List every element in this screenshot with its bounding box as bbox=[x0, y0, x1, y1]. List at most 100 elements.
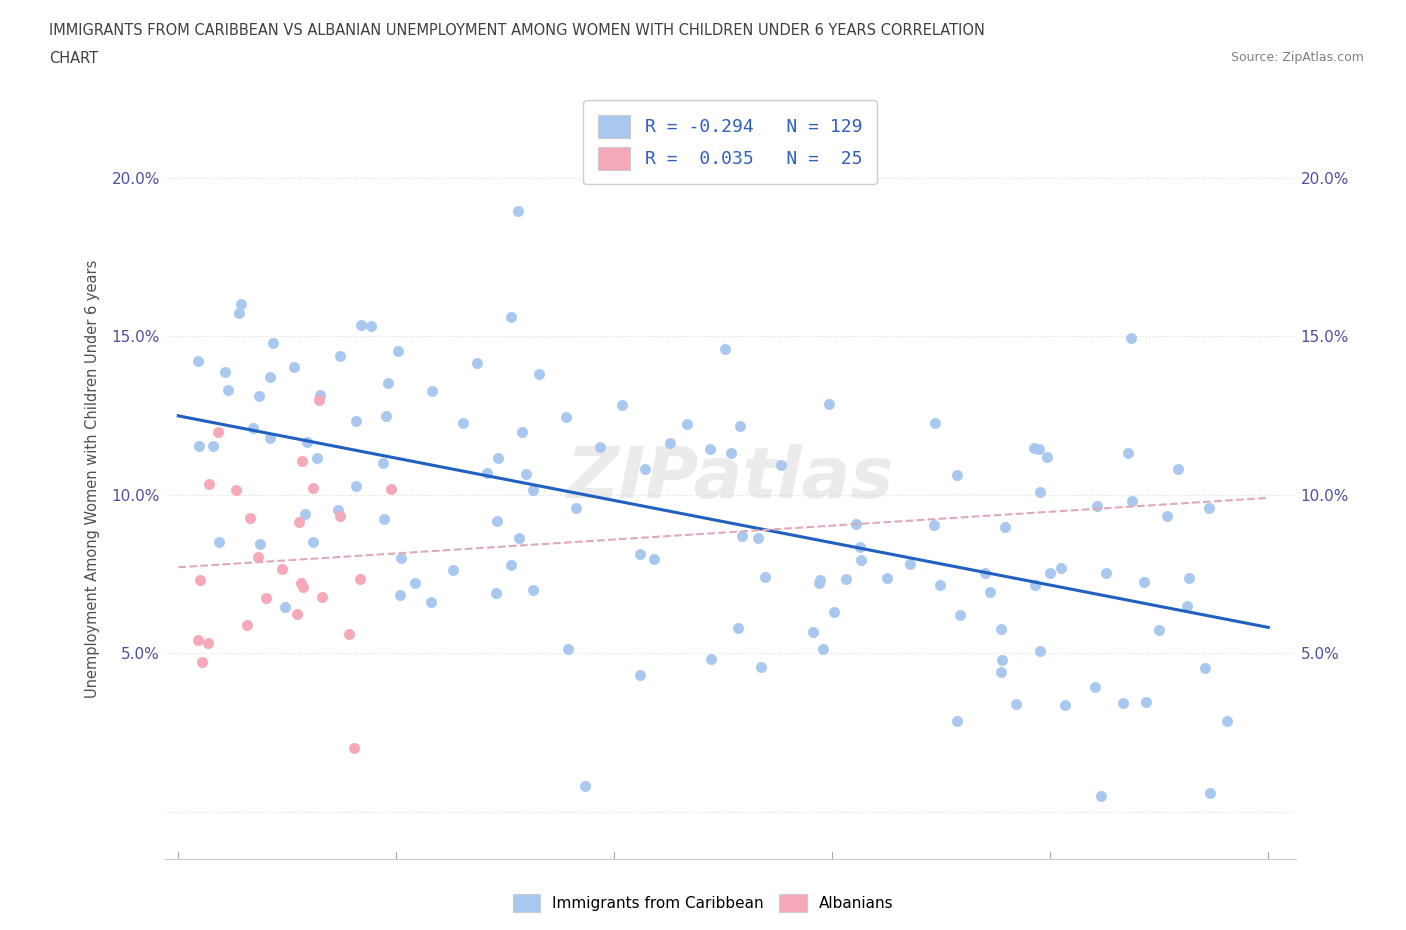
Point bbox=[1177, 598, 1199, 613]
Point bbox=[329, 509, 352, 524]
Point bbox=[589, 439, 612, 454]
Point bbox=[929, 578, 952, 592]
Point bbox=[291, 579, 314, 594]
Point bbox=[747, 531, 769, 546]
Point bbox=[714, 341, 737, 356]
Point bbox=[239, 511, 262, 525]
Point bbox=[808, 573, 831, 588]
Point bbox=[486, 513, 509, 528]
Point bbox=[443, 563, 465, 578]
Point bbox=[377, 376, 399, 391]
Point bbox=[328, 502, 350, 517]
Point bbox=[1156, 508, 1178, 523]
Point bbox=[823, 604, 845, 619]
Point bbox=[634, 462, 657, 477]
Point bbox=[350, 318, 373, 333]
Point bbox=[749, 659, 772, 674]
Point bbox=[1216, 713, 1239, 728]
Point bbox=[699, 442, 721, 457]
Text: IMMIGRANTS FROM CARIBBEAN VS ALBANIAN UNEMPLOYMENT AMONG WOMEN WITH CHILDREN UND: IMMIGRANTS FROM CARIBBEAN VS ALBANIAN UN… bbox=[49, 23, 986, 38]
Point bbox=[924, 416, 946, 431]
Point bbox=[294, 506, 316, 521]
Point bbox=[465, 355, 488, 370]
Point bbox=[198, 476, 221, 491]
Point bbox=[187, 353, 209, 368]
Point bbox=[922, 518, 945, 533]
Point bbox=[329, 349, 352, 364]
Point bbox=[287, 514, 309, 529]
Point bbox=[991, 653, 1014, 668]
Point bbox=[1118, 445, 1140, 460]
Point bbox=[1198, 785, 1220, 800]
Point bbox=[197, 635, 219, 650]
Legend: Immigrants from Caribbean, Albanians: Immigrants from Caribbean, Albanians bbox=[506, 888, 900, 918]
Point bbox=[287, 607, 309, 622]
Point bbox=[475, 466, 498, 481]
Point bbox=[659, 436, 682, 451]
Point bbox=[946, 713, 969, 728]
Point bbox=[246, 550, 269, 565]
Point bbox=[973, 565, 995, 580]
Point bbox=[188, 438, 211, 453]
Point bbox=[188, 573, 211, 588]
Point bbox=[811, 642, 834, 657]
Point bbox=[344, 479, 367, 494]
Point bbox=[187, 633, 209, 648]
Point bbox=[720, 446, 742, 461]
Point bbox=[214, 365, 236, 379]
Text: ZIPatlas: ZIPatlas bbox=[567, 445, 894, 513]
Point bbox=[311, 590, 333, 604]
Point bbox=[247, 388, 270, 403]
Point bbox=[380, 482, 402, 497]
Point bbox=[990, 665, 1012, 680]
Point bbox=[344, 414, 367, 429]
Point bbox=[360, 318, 382, 333]
Point bbox=[485, 586, 508, 601]
Point bbox=[1133, 575, 1156, 590]
Point bbox=[835, 572, 858, 587]
Point bbox=[225, 483, 247, 498]
Point bbox=[731, 528, 754, 543]
Point bbox=[1036, 449, 1059, 464]
Point bbox=[486, 451, 509, 466]
Point bbox=[290, 576, 312, 591]
Point bbox=[307, 450, 329, 465]
Point bbox=[818, 397, 841, 412]
Point bbox=[274, 600, 297, 615]
Point bbox=[262, 336, 284, 351]
Point bbox=[501, 557, 523, 572]
Point bbox=[628, 668, 651, 683]
Point bbox=[522, 583, 544, 598]
Point bbox=[349, 571, 371, 586]
Point bbox=[754, 570, 776, 585]
Point bbox=[1112, 696, 1135, 711]
Point bbox=[371, 456, 394, 471]
Point bbox=[1178, 570, 1201, 585]
Point bbox=[389, 587, 412, 602]
Point bbox=[270, 561, 292, 576]
Point bbox=[1095, 565, 1118, 580]
Point bbox=[557, 642, 579, 657]
Point bbox=[308, 393, 330, 408]
Point bbox=[1194, 661, 1216, 676]
Point bbox=[727, 620, 749, 635]
Point bbox=[849, 553, 872, 568]
Point bbox=[510, 424, 533, 439]
Point bbox=[337, 627, 360, 642]
Point bbox=[676, 417, 699, 432]
Point bbox=[730, 419, 752, 434]
Y-axis label: Unemployment Among Women with Children Under 6 years: Unemployment Among Women with Children U… bbox=[86, 259, 100, 698]
Point bbox=[555, 409, 578, 424]
Point bbox=[1039, 565, 1062, 580]
Point bbox=[769, 458, 792, 472]
Point bbox=[217, 383, 239, 398]
Point bbox=[297, 434, 319, 449]
Point bbox=[1084, 680, 1107, 695]
Point bbox=[612, 397, 634, 412]
Point bbox=[420, 595, 443, 610]
Point bbox=[1121, 493, 1143, 508]
Point bbox=[302, 535, 325, 550]
Point bbox=[1024, 578, 1046, 592]
Point bbox=[404, 576, 426, 591]
Point bbox=[979, 585, 1001, 600]
